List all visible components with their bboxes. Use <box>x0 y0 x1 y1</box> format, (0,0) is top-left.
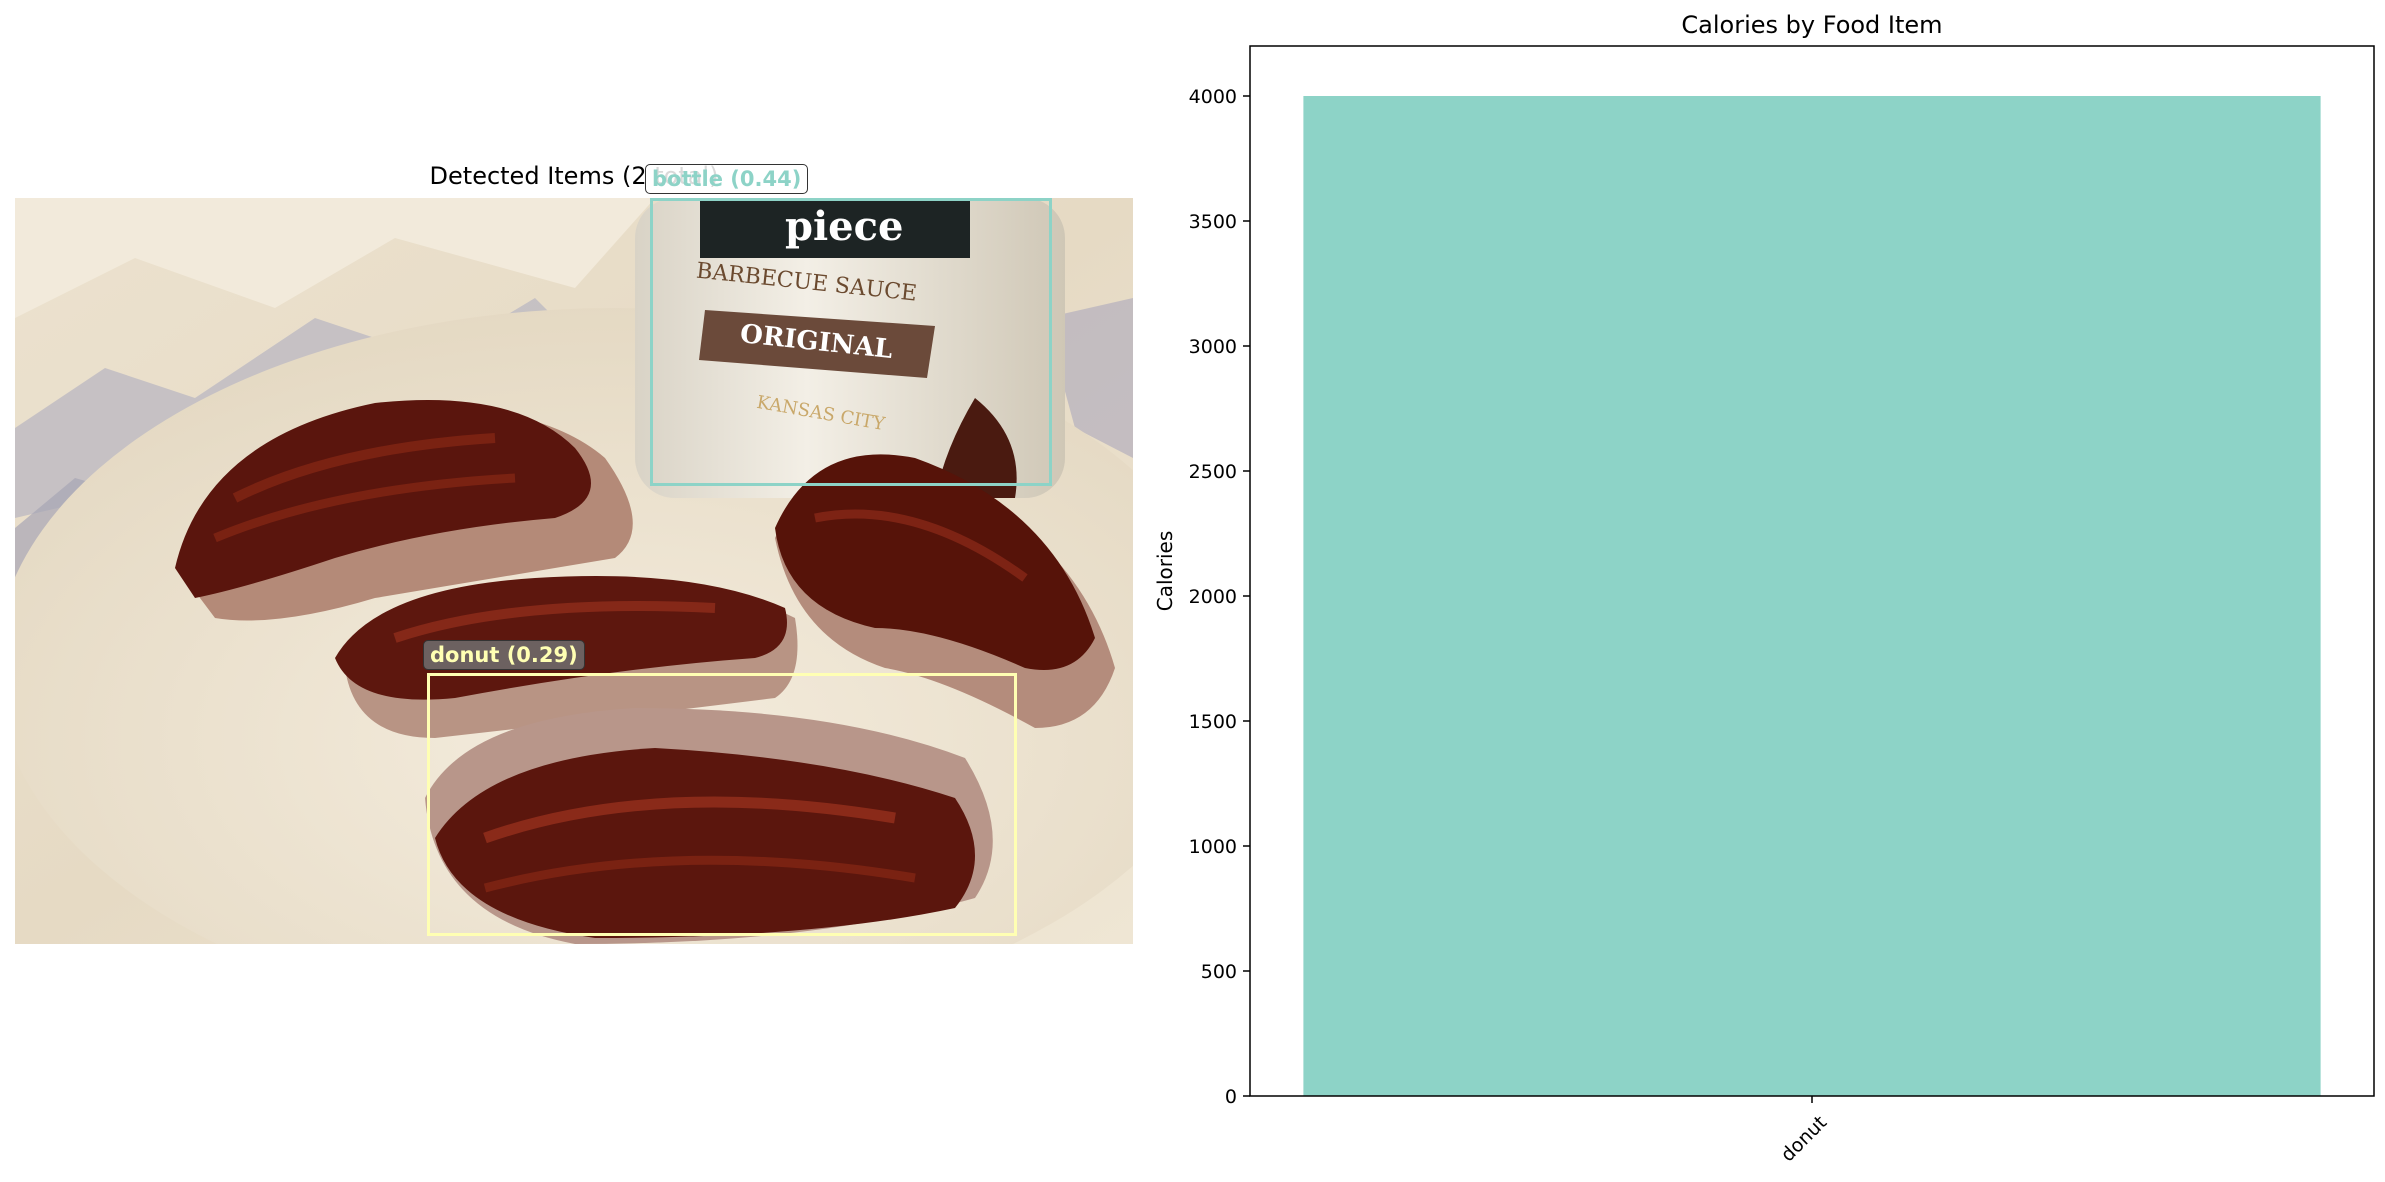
y-axis-ticks: 0 500 1000 1500 2000 2500 3000 3500 4000 <box>1189 86 1250 1108</box>
y-tick-label: 2500 <box>1189 461 1237 483</box>
bar-donut <box>1303 96 2321 1096</box>
calories-bar-chart: Calories by Food Item 0 500 1000 1500 2000 25… <box>1153 11 2375 1167</box>
y-axis-title: Calories <box>1153 531 1177 612</box>
food-photo: piece BARBECUE SAUCE ORIGINAL KANSAS CIT… <box>15 198 1133 944</box>
y-tick-label: 1000 <box>1189 836 1237 858</box>
y-tick-label: 3000 <box>1189 336 1237 358</box>
y-tick-label: 1500 <box>1189 711 1237 733</box>
bars <box>1303 96 2321 1096</box>
detection-box-donut <box>427 673 1017 936</box>
x-tick-label: donut <box>1777 1112 1832 1167</box>
chart-title: Calories by Food Item <box>1681 11 1942 39</box>
detection-box-bottle <box>650 198 1052 486</box>
x-axis-ticks: donut <box>1777 1096 1832 1167</box>
detection-label-donut: donut (0.29) <box>423 640 585 670</box>
y-tick-label: 500 <box>1201 961 1237 983</box>
y-tick-label: 2000 <box>1189 586 1237 608</box>
detection-title: Detected Items (2 total) <box>429 162 719 190</box>
plot-area-frame <box>1249 45 2375 1097</box>
y-tick-label: 0 <box>1225 1086 1237 1108</box>
detection-label-bottle: bottle (0.44) <box>645 164 809 194</box>
y-tick-label: 4000 <box>1189 86 1237 108</box>
detection-panel: Detected Items (2 total) <box>0 0 1150 1182</box>
bottle-brand-text: piece <box>785 203 903 250</box>
y-tick-label: 3500 <box>1189 211 1237 233</box>
